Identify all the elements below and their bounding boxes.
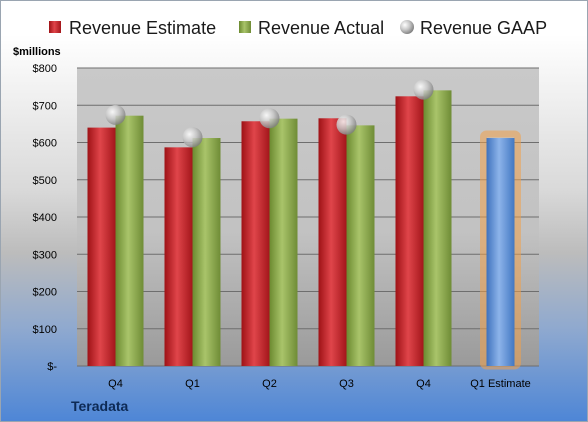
bar-revenue-estimate — [241, 121, 270, 366]
bar-revenue-actual — [269, 118, 298, 366]
y-tick-label: $200 — [33, 287, 57, 299]
legend-swatch-estimate — [49, 21, 61, 33]
legend-label-actual: Revenue Actual — [258, 18, 384, 38]
x-tick-label: Q3 — [339, 378, 354, 390]
company-label: Teradata — [71, 398, 129, 414]
bar-revenue-estimate — [164, 147, 193, 366]
marker-revenue-gaap — [259, 108, 280, 129]
legend-swatch-actual — [239, 21, 251, 33]
bar-revenue-actual — [115, 115, 144, 367]
bars — [87, 90, 521, 370]
x-tick-label: Q1 Estimate — [470, 378, 531, 390]
y-tick-label: $700 — [33, 100, 57, 112]
y-tick-label: $500 — [33, 175, 57, 187]
y-tick-label: $300 — [33, 249, 57, 261]
marker-revenue-gaap — [413, 79, 434, 100]
y-tick-label: $600 — [33, 138, 57, 150]
y-tick-label: $- — [47, 361, 57, 373]
legend-label-estimate: Revenue Estimate — [69, 18, 216, 38]
bar-revenue-actual — [423, 90, 452, 366]
y-axis-ticks: $- $100 $200 $300 $400 $500 $600 $700 $800 — [33, 63, 58, 373]
marker-revenue-gaap — [105, 104, 126, 125]
bar-revenue-estimate — [395, 96, 424, 366]
marker-revenue-gaap — [182, 127, 203, 148]
y-axis-unit-label: $millions — [13, 46, 61, 58]
legend-label-gaap: Revenue GAAP — [420, 18, 547, 38]
bar-revenue-actual — [346, 125, 375, 367]
x-axis-ticks: Q4 Q1 Q2 Q3 Q4 Q1 Estimate — [108, 378, 531, 390]
marker-revenue-gaap — [336, 114, 357, 135]
legend-swatch-gaap — [400, 20, 414, 34]
gridlines — [77, 67, 539, 367]
x-tick-label: Q4 — [108, 378, 123, 390]
bar-revenue-estimate — [87, 127, 116, 366]
x-tick-label: Q4 — [416, 378, 431, 390]
bar-revenue-projection — [486, 138, 515, 366]
y-tick-label: $400 — [33, 212, 57, 224]
x-tick-label: Q1 — [185, 378, 200, 390]
bar-revenue-actual — [192, 138, 221, 366]
chart-legend: Revenue Estimate Revenue Actual Revenue … — [49, 18, 547, 38]
y-tick-label: $800 — [33, 63, 57, 75]
x-tick-label: Q2 — [262, 378, 277, 390]
bar-revenue-estimate — [318, 118, 347, 366]
y-tick-label: $100 — [33, 324, 57, 336]
gaap-markers — [105, 79, 434, 148]
